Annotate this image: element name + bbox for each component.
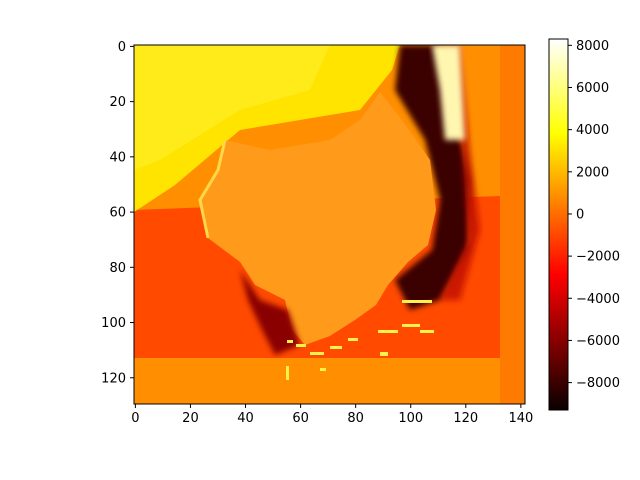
y-tick-label: 120 bbox=[101, 371, 126, 386]
axes-frame bbox=[133, 44, 526, 405]
heatmap-region-upper-haze bbox=[134, 45, 330, 170]
heatmap-region-notch bbox=[240, 270, 300, 355]
x-tick-label: 20 bbox=[182, 411, 199, 426]
colorbar-tick-label: −8000 bbox=[576, 376, 620, 391]
x-tick-label: 60 bbox=[292, 411, 309, 426]
colorbar-frame bbox=[548, 38, 569, 411]
x-tick-label: 120 bbox=[453, 411, 478, 426]
x-tick-label: 100 bbox=[398, 411, 423, 426]
heatmap-region-trench-rim bbox=[440, 45, 480, 300]
heatmap-region-central-blob bbox=[200, 92, 436, 345]
heatmap-speckles bbox=[286, 300, 434, 380]
y-axis: 0 20 40 60 80 100 120 bbox=[101, 40, 134, 386]
heatmap-image bbox=[134, 45, 525, 404]
colorbar-tick-label: 6000 bbox=[576, 81, 609, 96]
colorbar-axis: 8000 6000 4000 2000 0 −2000 −4000 −6000 −8000 bbox=[568, 39, 620, 391]
colorbar-tick-label: 8000 bbox=[576, 39, 609, 54]
y-tick-label: 100 bbox=[101, 316, 126, 331]
colorbar-tick-label: 4000 bbox=[576, 123, 609, 138]
x-tick-label: 80 bbox=[347, 411, 364, 426]
heatmap-region-peak bbox=[432, 45, 465, 140]
colorbar-tick-label: −2000 bbox=[576, 250, 620, 265]
y-tick-label: 40 bbox=[109, 150, 126, 165]
x-tick-label: 0 bbox=[131, 411, 139, 426]
x-tick-label: 40 bbox=[237, 411, 254, 426]
y-tick-label: 0 bbox=[118, 40, 126, 55]
colorbar-tick-label: 0 bbox=[576, 207, 584, 222]
heatmap-region-right-strip bbox=[500, 45, 525, 404]
x-tick-label: 140 bbox=[508, 411, 533, 426]
x-axis: 0 20 40 60 80 100 120 140 bbox=[131, 404, 533, 426]
y-tick-label: 60 bbox=[109, 206, 126, 221]
colorbar-tick-label: −4000 bbox=[576, 292, 620, 307]
colorbar-tick-label: 2000 bbox=[576, 165, 609, 180]
y-tick-label: 80 bbox=[109, 261, 126, 276]
heatmap-blob-edge bbox=[198, 139, 227, 239]
colorbar bbox=[549, 39, 568, 410]
colorbar-tick-label: −6000 bbox=[576, 334, 620, 349]
y-tick-label: 20 bbox=[109, 95, 126, 110]
